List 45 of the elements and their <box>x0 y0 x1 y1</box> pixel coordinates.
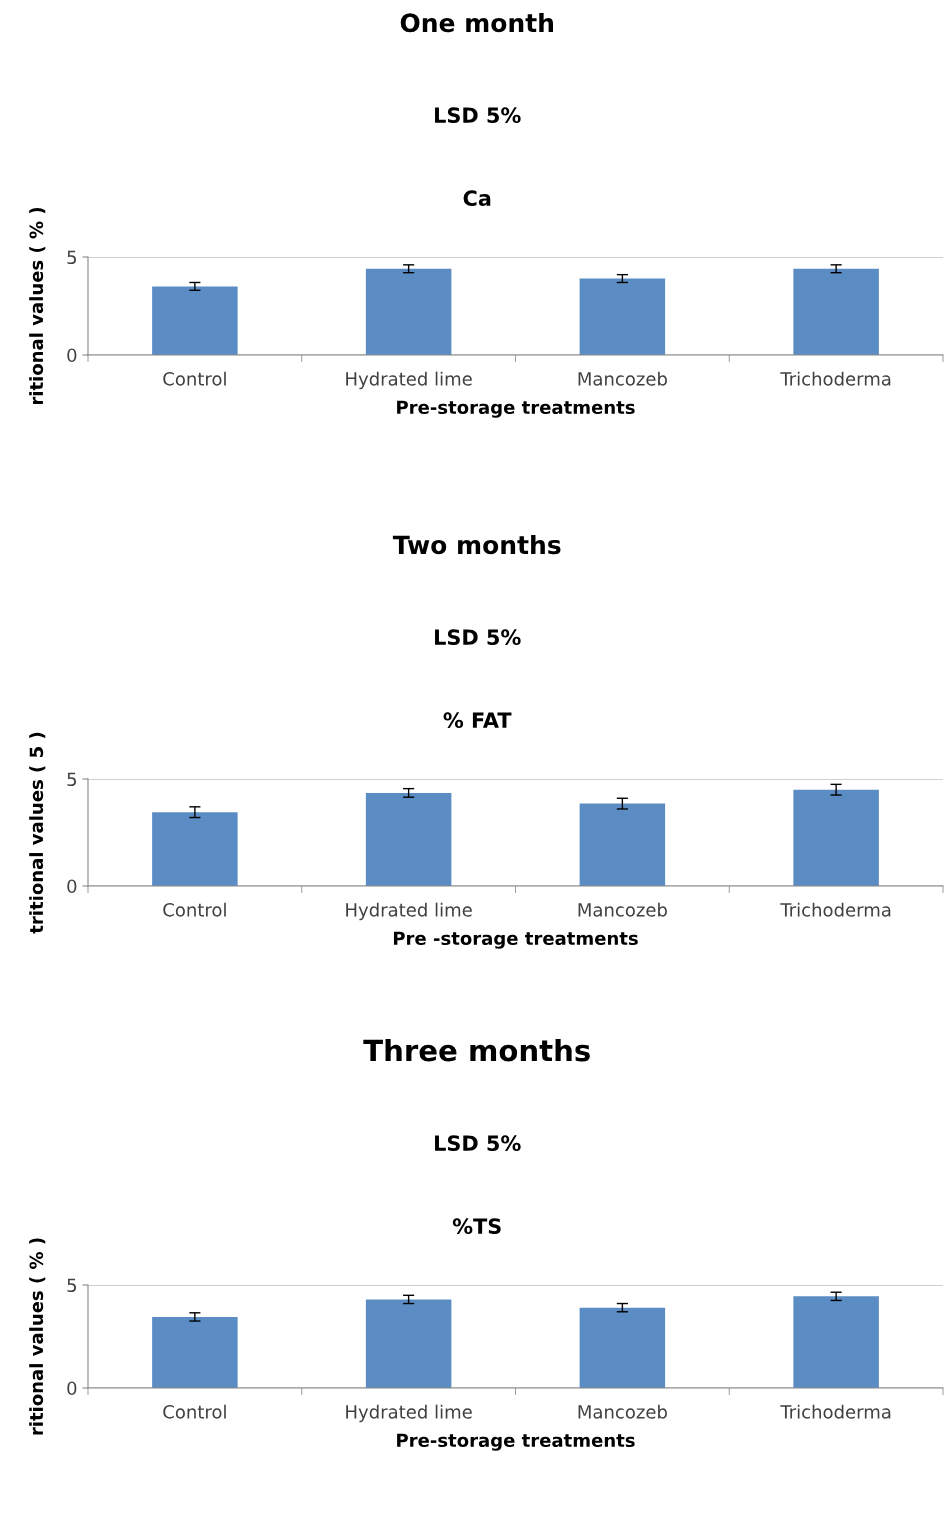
x-tick-label: Control <box>163 1404 226 1419</box>
x-axis-title: Pre-storage treatments <box>397 400 635 418</box>
x-tick-label: Hydrated lime <box>346 902 472 921</box>
x-tick-label: Mancozeb <box>578 1404 667 1419</box>
chart-title: Two months <box>392 534 561 555</box>
chart-subtitle: LSD 5% <box>435 107 521 124</box>
x-axis-title: Pre -storage treatments <box>393 931 638 949</box>
x-tick-label: Trichoderma <box>780 371 891 386</box>
text: %TS <box>452 1218 501 1235</box>
y-axis-title: tritional values ( 5 ) <box>29 732 46 934</box>
bar <box>365 792 452 886</box>
x-tick-label: Mancozeb <box>578 902 667 917</box>
bar <box>152 286 238 355</box>
y-tick-label: 0 <box>67 879 77 894</box>
bar <box>365 268 452 355</box>
bar <box>793 1296 879 1388</box>
x-tick-label: Mancozeb <box>578 371 667 386</box>
text: % FAT <box>443 712 512 729</box>
x-tick-label: Trichoderma <box>780 902 891 917</box>
y-axis-title: ritional values ( % ) <box>29 207 46 405</box>
x-tick-label: Control <box>163 371 226 386</box>
text: Ca <box>463 190 491 207</box>
bar <box>579 278 666 355</box>
y-tick-label: 5 <box>67 772 77 787</box>
bar <box>793 789 879 886</box>
bar <box>793 268 879 355</box>
bar <box>365 1299 452 1388</box>
x-tick-label: Control <box>163 902 226 917</box>
x-tick-label: Hydrated lime <box>346 1404 472 1423</box>
chart-title: Three months <box>363 1038 590 1062</box>
chart-title: One month <box>400 12 554 33</box>
y-axis-title: ritional values ( % ) <box>29 1238 46 1435</box>
bar <box>152 1316 238 1388</box>
y-tick-label: 0 <box>67 1381 77 1396</box>
bar <box>152 812 238 886</box>
chart-subtitle: LSD 5% <box>435 1135 521 1152</box>
bar <box>579 1307 666 1388</box>
y-tick-label: 5 <box>67 250 77 265</box>
chart-subtitle: LSD 5% <box>435 629 521 646</box>
bar <box>579 803 666 886</box>
x-tick-label: Hydrated lime <box>346 371 472 390</box>
x-tick-label: Trichoderma <box>780 1404 891 1419</box>
y-tick-label: 0 <box>67 348 77 363</box>
x-axis-title: Pre-storage treatments <box>397 1433 635 1451</box>
y-tick-label: 5 <box>67 1278 77 1293</box>
